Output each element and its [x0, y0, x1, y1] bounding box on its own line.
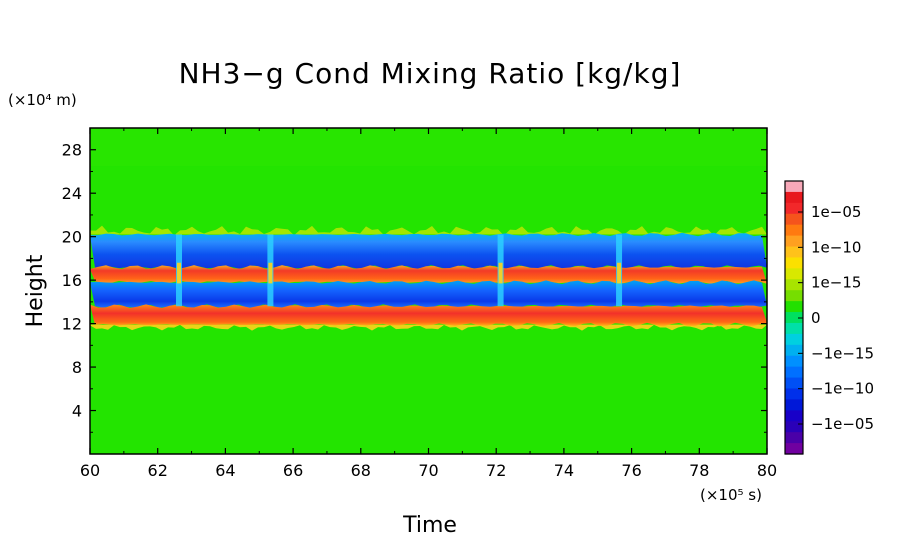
colorbar-segment [785, 355, 803, 368]
colorbar-tick-label: −1e−10 [811, 380, 874, 398]
heatmap-lower-fringe [90, 324, 767, 331]
x-tick-label: 72 [486, 461, 506, 480]
x-tick-label: 62 [148, 461, 168, 480]
x-tick-label: 80 [757, 461, 777, 480]
colorbar: 1e−05 1e−10 1e−15 0 −1e−15 −1e−10 −1e−05 [784, 180, 874, 455]
heatmap-band-3 [90, 280, 767, 309]
colorbar-segment [785, 421, 803, 433]
heatmap-upper-fringe [90, 225, 767, 236]
colorbar-segment [785, 279, 803, 291]
colorbar-segment [785, 191, 803, 204]
colorbar-tick-label: −1e−05 [811, 415, 874, 433]
x-tick-label: 60 [80, 461, 100, 480]
y-tick-label: 4 [72, 402, 82, 421]
colorbar-tick-label: 1e−10 [811, 238, 861, 256]
colorbar-segment [785, 224, 803, 237]
colorbar-segment [785, 399, 803, 411]
plot-area [90, 128, 767, 454]
heatmap-disruption-core-2 [268, 262, 273, 284]
heatmap-band-2 [90, 265, 767, 284]
heatmap-disruption-core-4 [617, 262, 622, 284]
colorbar-tick-label: −1e−15 [811, 344, 874, 362]
x-axis-title: Time [402, 513, 457, 538]
y-tick-label: 12 [62, 315, 82, 334]
colorbar-segment [785, 377, 803, 390]
x-tick-label: 74 [554, 461, 574, 480]
chart-title: NH3−g Cond Mixing Ratio [kg/kg] [179, 57, 682, 90]
y-tick-label: 20 [62, 228, 82, 247]
x-tick-label: 64 [215, 461, 235, 480]
x-tick-label: 70 [418, 461, 438, 480]
y-tick-label: 24 [62, 184, 82, 203]
x-axis-unit-label: (×10⁵ s) [700, 486, 762, 504]
colorbar-segment [785, 366, 803, 379]
colorbar-segment [785, 202, 803, 215]
x-tick-label: 78 [689, 461, 709, 480]
colorbar-segment [785, 235, 803, 248]
axis-ticks: 60 62 64 66 68 70 72 74 76 78 80 4 8 12 16 20 24 28 [62, 128, 777, 480]
colorbar-segment [785, 312, 803, 324]
colorbar-tick-label: 1e−15 [811, 274, 861, 292]
heatmap-band-4 [90, 304, 767, 327]
colorbar-segment [785, 301, 803, 313]
heatmap-band-1 [90, 232, 767, 270]
colorbar-segment [785, 432, 803, 444]
colorbar-segment [785, 344, 803, 357]
colorbar-segment [785, 388, 803, 400]
y-axis-unit-label: (×10⁴ m) [8, 91, 77, 109]
heatmap-upper-tint [90, 128, 767, 167]
heatmap-disruption-core-1 [177, 262, 182, 284]
y-tick-label: 16 [62, 271, 82, 290]
colorbar-segment [785, 290, 803, 302]
colorbar-segment [785, 181, 803, 193]
x-tick-label: 66 [283, 461, 303, 480]
x-tick-label: 76 [621, 461, 641, 480]
colorbar-segment [785, 257, 803, 269]
x-tick-label: 68 [351, 461, 371, 480]
colorbar-tick-label: 1e−05 [811, 203, 861, 221]
y-tick-label: 28 [62, 141, 82, 160]
colorbar-tick-label: 0 [811, 309, 821, 327]
colorbar-segment [785, 268, 803, 280]
y-tick-label: 8 [72, 358, 82, 377]
colorbar-segment [785, 246, 803, 259]
colorbar-segment [785, 322, 803, 335]
colorbar-segment [785, 333, 803, 346]
colorbar-segment [785, 443, 803, 455]
y-axis-title: Height [23, 254, 48, 327]
colorbar-segment [785, 213, 803, 226]
heatmap-disruption-core-3 [498, 262, 503, 284]
colorbar-segment [785, 410, 803, 422]
